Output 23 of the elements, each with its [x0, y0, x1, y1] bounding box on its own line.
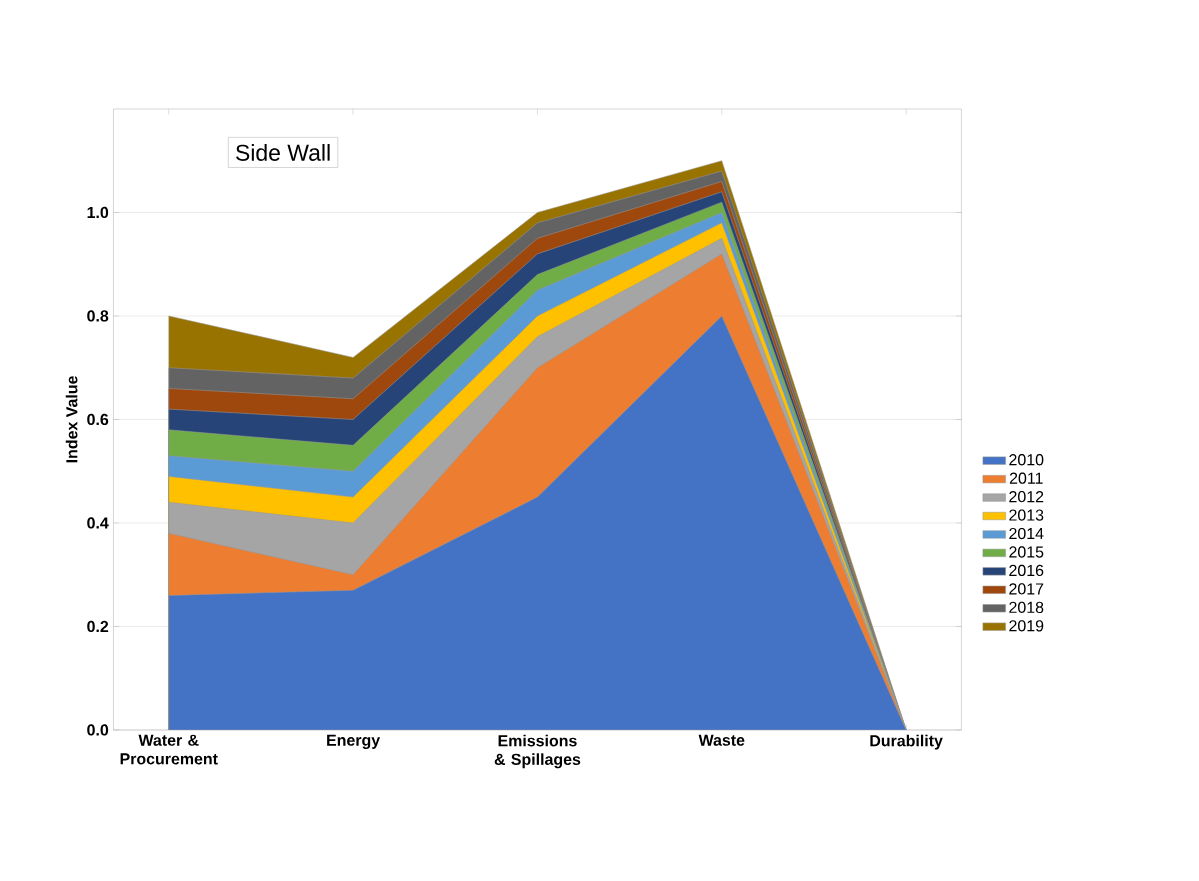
annotation: Side Wall [236, 143, 330, 161]
y-tick-label: 0.2 [87, 620, 109, 632]
x-tick-label: Waste [698, 734, 745, 746]
legend-label: 2017 [1009, 583, 1044, 595]
y-tick-label: 0.4 [87, 517, 109, 529]
legend-label: 2018 [1009, 601, 1044, 613]
y-axis-title: Index Value [65, 376, 78, 463]
legend-label: 2012 [1009, 490, 1044, 503]
y-tick-label: 0.8 [87, 310, 109, 322]
legend-label: 2015 [1009, 546, 1044, 558]
y-tick-label: 0.0 [87, 724, 109, 736]
x-tick-label: Emissions & Spillages [494, 734, 581, 769]
y-tick-label: 0.6 [87, 413, 109, 425]
legend-label: 2011 [1009, 472, 1043, 484]
legend-label: 2010 [1009, 453, 1044, 466]
legend-label: 2013 [1009, 509, 1044, 521]
x-tick-label: Water & Procurement [120, 734, 218, 765]
legend-label: 2019 [1009, 620, 1044, 632]
legend-label: 2014 [1009, 527, 1044, 540]
x-tick-label: Energy [327, 734, 381, 749]
x-tick-label: Durability [870, 734, 943, 750]
y-tick-label: 1.0 [87, 206, 109, 218]
legend-label: 2016 [1009, 564, 1044, 576]
